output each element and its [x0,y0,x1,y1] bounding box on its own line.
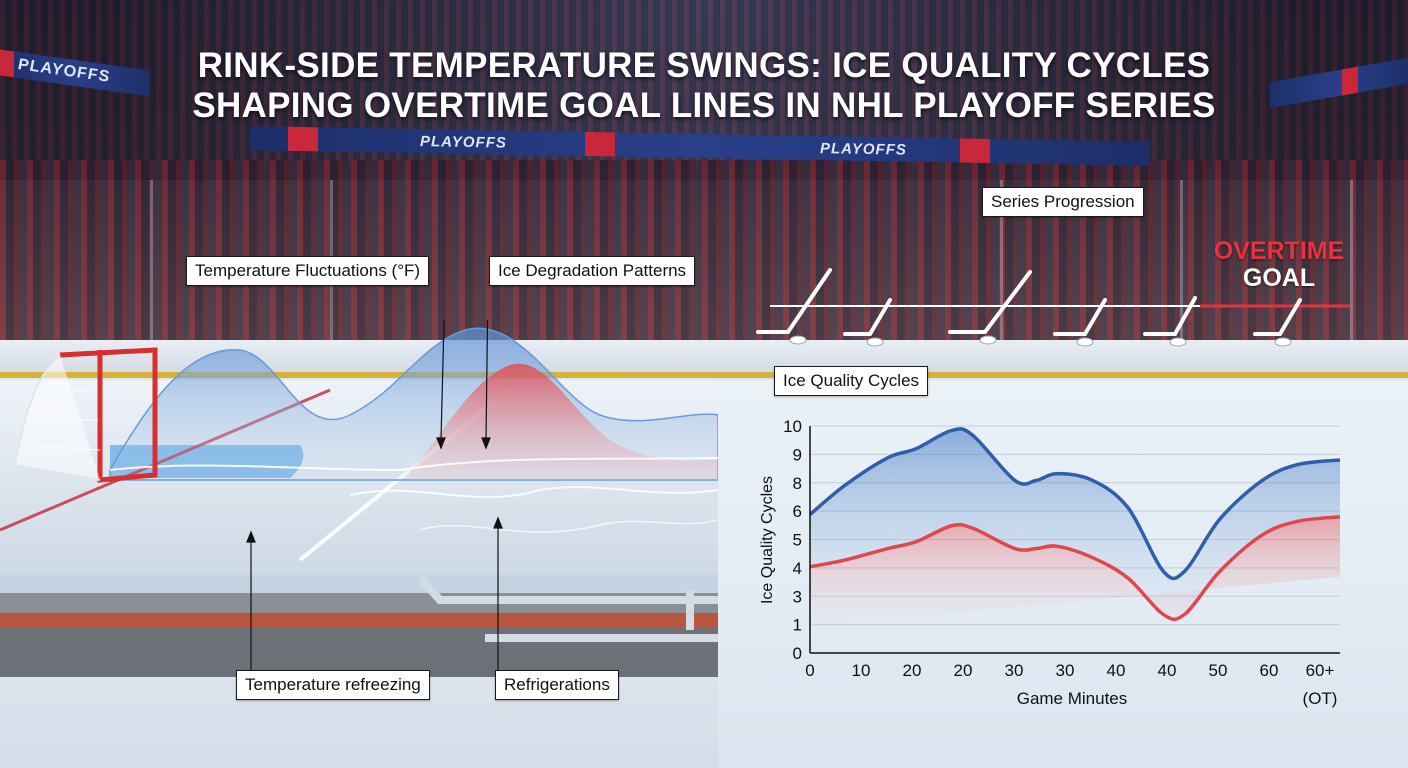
ice-quality-chart: 0 1 3 4 5 6 8 9 10 0 10 20 20 30 30 40 40 50 60 60+ Game M… [759,417,1341,708]
x-tick-label: 20 [903,661,922,680]
y-axis-label: Ice Quality Cycles [759,476,776,604]
y-tick-label: 0 [793,644,802,663]
temperature-refreezing-label: Temperature refreezing [236,670,430,700]
glass-post [1000,180,1003,345]
overtime-goal-label: OVERTIME GOAL [1213,237,1345,292]
glass-post [1350,180,1353,345]
puck-icon [789,335,1292,347]
y-tick-label: 6 [793,502,802,521]
x-tick-label: 30 [1056,661,1075,680]
x-tick-sub-label: (OT) [1303,689,1338,708]
x-tick-label: 10 [852,661,871,680]
y-tick-label: 10 [783,417,802,436]
y-tick-label: 3 [793,587,802,606]
x-tick-label: 40 [1158,661,1177,680]
glass-post [150,180,153,345]
x-tick-label: 50 [1209,661,1228,680]
blue-series-line [808,427,1341,581]
y-tick-label: 4 [793,559,802,578]
ice-degradation-label: Ice Degradation Patterns [489,256,696,286]
ice-cross-section-illustration [0,320,718,677]
crowd-lower [0,160,1408,350]
x-tick-label: 0 [805,661,814,680]
y-tick-label: 5 [793,531,802,550]
callout-arrows [246,320,503,675]
refrigerations-label: Refrigerations [495,670,619,700]
y-tick-label: 9 [793,445,802,464]
rink-kickplate [0,372,1408,380]
ice-quality-cycles-label: Ice Quality Cycles [774,366,929,396]
y-tick-label: 1 [793,616,802,635]
series-band-area [810,428,1340,620]
temperature-fluctuations-label: Temperature Fluctuations (°F) [186,256,430,286]
series-progression-label: Series Progression [982,187,1144,217]
red-series-line [809,515,1341,622]
glass-post [1180,180,1183,345]
x-tick-label: 30 [1005,661,1024,680]
x-tick-label: 20 [954,661,973,680]
x-tick-label: 40 [1107,661,1126,680]
page-title: RINK-SIDE TEMPERATURE SWINGS: ICE QUALIT… [192,46,1216,125]
goal-net-icon [13,347,158,483]
x-axis-label: Game Minutes [1017,689,1128,708]
red-series-area [810,516,1340,627]
series-progression-timeline [756,268,1350,347]
y-tick-label: 8 [793,474,802,493]
x-tick-label: 60 [1260,661,1279,680]
hockey-stick-icon [756,268,1302,336]
x-tick-label: 60+ [1306,661,1335,680]
